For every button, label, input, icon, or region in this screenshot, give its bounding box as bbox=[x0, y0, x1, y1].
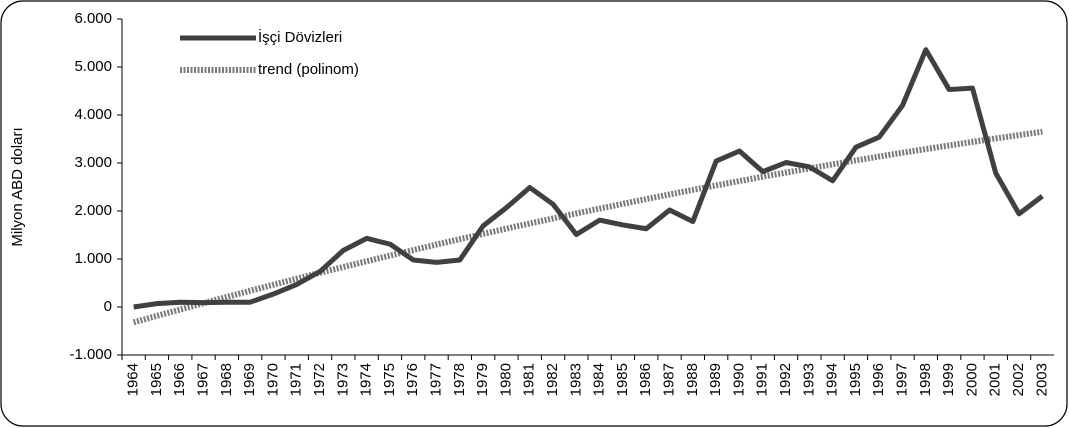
x-tick-label: 1993 bbox=[800, 363, 817, 396]
x-tick-label: 1969 bbox=[241, 363, 258, 396]
x-tick-label: 1990 bbox=[730, 363, 747, 396]
x-tick-label: 1964 bbox=[125, 363, 142, 396]
y-tick-label: 1.000 bbox=[74, 250, 112, 267]
y-tick-label: 5.000 bbox=[74, 58, 112, 75]
x-tick-label: 1999 bbox=[940, 363, 957, 396]
x-tick-label: 1982 bbox=[544, 363, 561, 396]
series-line bbox=[133, 47, 1044, 310]
x-tick-label: 1989 bbox=[707, 363, 724, 396]
x-tick-label: 1996 bbox=[870, 363, 887, 396]
y-tick-label: 3.000 bbox=[74, 154, 112, 171]
x-tick-label: 1973 bbox=[334, 363, 351, 396]
x-tick-label: 1976 bbox=[404, 363, 421, 396]
x-tick-label: 1972 bbox=[311, 363, 328, 396]
x-tick-label: 1974 bbox=[358, 363, 375, 396]
x-tick-label: 2002 bbox=[1010, 363, 1027, 396]
legend-label: trend (polinom) bbox=[258, 61, 359, 78]
x-tick-label: 1967 bbox=[195, 363, 212, 396]
x-tick-label: 1966 bbox=[171, 363, 188, 396]
y-tick-label: 4.000 bbox=[74, 106, 112, 123]
x-tick-label: 1983 bbox=[567, 363, 584, 396]
y-tick-label: 2.000 bbox=[74, 202, 112, 219]
x-tick-label: 1984 bbox=[591, 363, 608, 396]
x-tick-label: 1981 bbox=[521, 363, 538, 396]
y-tick-label: -1.000 bbox=[69, 346, 112, 363]
x-tick-label: 1995 bbox=[847, 363, 864, 396]
x-tick-label: 1994 bbox=[824, 363, 841, 396]
x-tick-label: 1975 bbox=[381, 363, 398, 396]
x-tick-label: 1986 bbox=[637, 363, 654, 396]
x-tick-label: 1968 bbox=[218, 363, 235, 396]
x-tick-label: 1991 bbox=[754, 363, 771, 396]
x-tick-label: 1987 bbox=[661, 363, 678, 396]
x-tick-label: 2000 bbox=[963, 363, 980, 396]
x-tick-label: 1979 bbox=[474, 363, 491, 396]
x-tick-label: 1985 bbox=[614, 363, 631, 396]
x-tick-label: 1980 bbox=[497, 363, 514, 396]
x-tick-label: 1965 bbox=[148, 363, 165, 396]
x-tick-label: 1970 bbox=[264, 363, 281, 396]
x-tick-label: 1992 bbox=[777, 363, 794, 396]
x-tick-label: 2003 bbox=[1033, 363, 1050, 396]
x-tick-label: 1978 bbox=[451, 363, 468, 396]
x-tick-label: 1971 bbox=[288, 363, 305, 396]
x-tick-label: 1977 bbox=[428, 363, 445, 396]
x-tick-label: 2001 bbox=[987, 363, 1004, 396]
y-tick-label: 0 bbox=[104, 298, 112, 315]
x-tick-label: 1988 bbox=[684, 363, 701, 396]
y-axis-title: Milyon ABD doları bbox=[9, 127, 26, 246]
legend-label: İşçi Dövizleri bbox=[258, 28, 342, 46]
y-tick-label: 6.000 bbox=[74, 10, 112, 27]
x-tick-label: 1997 bbox=[894, 363, 911, 396]
x-tick-label: 1998 bbox=[917, 363, 934, 396]
